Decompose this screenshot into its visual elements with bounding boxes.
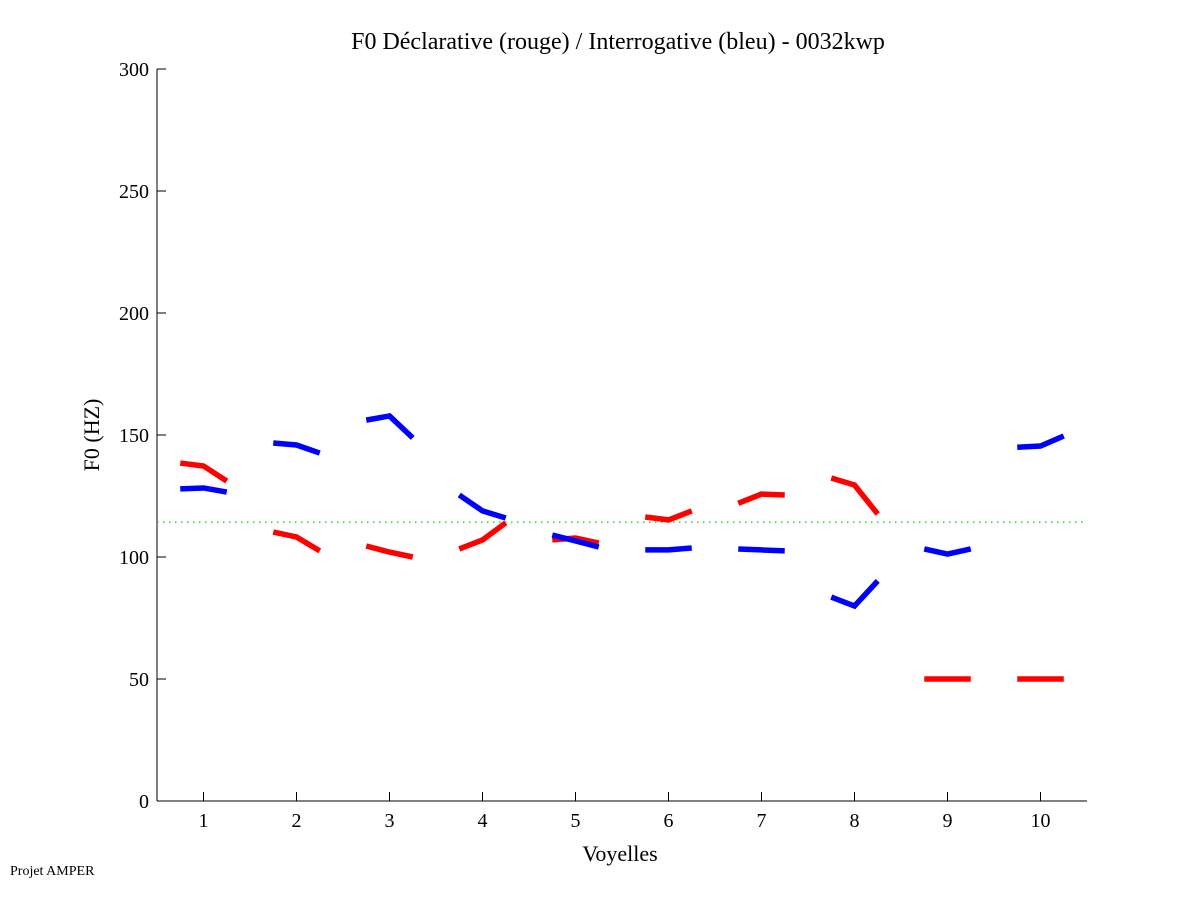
series-interrogative-segment bbox=[273, 440, 321, 456]
series-déclarative-segment bbox=[830, 475, 880, 516]
series-interrogative-segment bbox=[551, 532, 600, 550]
footer-credit: Projet AMPER bbox=[10, 864, 95, 879]
data-series bbox=[157, 413, 1087, 682]
series-interrogative-segment bbox=[365, 413, 415, 440]
series-interrogative-segment bbox=[738, 546, 785, 554]
x-tick-label: 9 bbox=[943, 810, 953, 832]
series-déclarative-segment bbox=[458, 520, 508, 552]
series-interrogative-segment bbox=[180, 485, 228, 495]
y-tick-label: 300 bbox=[119, 59, 149, 81]
series-déclarative-segment bbox=[272, 529, 322, 554]
series-interrogative-segment bbox=[1017, 433, 1065, 450]
series-déclarative-segment bbox=[737, 491, 785, 506]
x-tick-label: 8 bbox=[850, 810, 860, 832]
x-tick-label: 7 bbox=[757, 810, 767, 832]
y-tick-label: 250 bbox=[119, 181, 149, 203]
x-axis-label: Voyelles bbox=[582, 841, 657, 866]
series-déclarative-segment bbox=[179, 460, 229, 484]
series-interrogative-segment bbox=[457, 492, 507, 521]
x-tick-label: 2 bbox=[292, 810, 302, 832]
y-tick-label: 150 bbox=[119, 425, 149, 447]
y-tick-label: 0 bbox=[139, 791, 149, 813]
x-tick-label: 5 bbox=[571, 810, 581, 832]
x-tick-label: 6 bbox=[664, 810, 674, 832]
series-interrogative-segment bbox=[830, 579, 880, 610]
series-déclarative-segment bbox=[365, 543, 414, 560]
x-tick-label: 3 bbox=[385, 810, 395, 832]
x-tick-label: 10 bbox=[1031, 810, 1051, 832]
y-tick-label: 50 bbox=[129, 669, 149, 691]
axes: 0 50 100 150 200 250 300 1 2 3 4 5 6 7 8 9 10 bbox=[119, 59, 1087, 832]
x-tick-label: 4 bbox=[478, 810, 488, 832]
series-interrogative-segment bbox=[645, 545, 692, 553]
y-tick-label: 200 bbox=[119, 303, 149, 325]
series-interrogative-segment bbox=[923, 546, 972, 557]
series-déclarative-segment bbox=[644, 508, 693, 523]
x-tick-label: 1 bbox=[199, 810, 209, 832]
y-axis-label: F0 (HZ) bbox=[79, 399, 104, 472]
y-tick-label: 100 bbox=[119, 547, 149, 569]
chart-title: F0 Déclarative (rouge) / Interrogative (… bbox=[351, 29, 885, 55]
